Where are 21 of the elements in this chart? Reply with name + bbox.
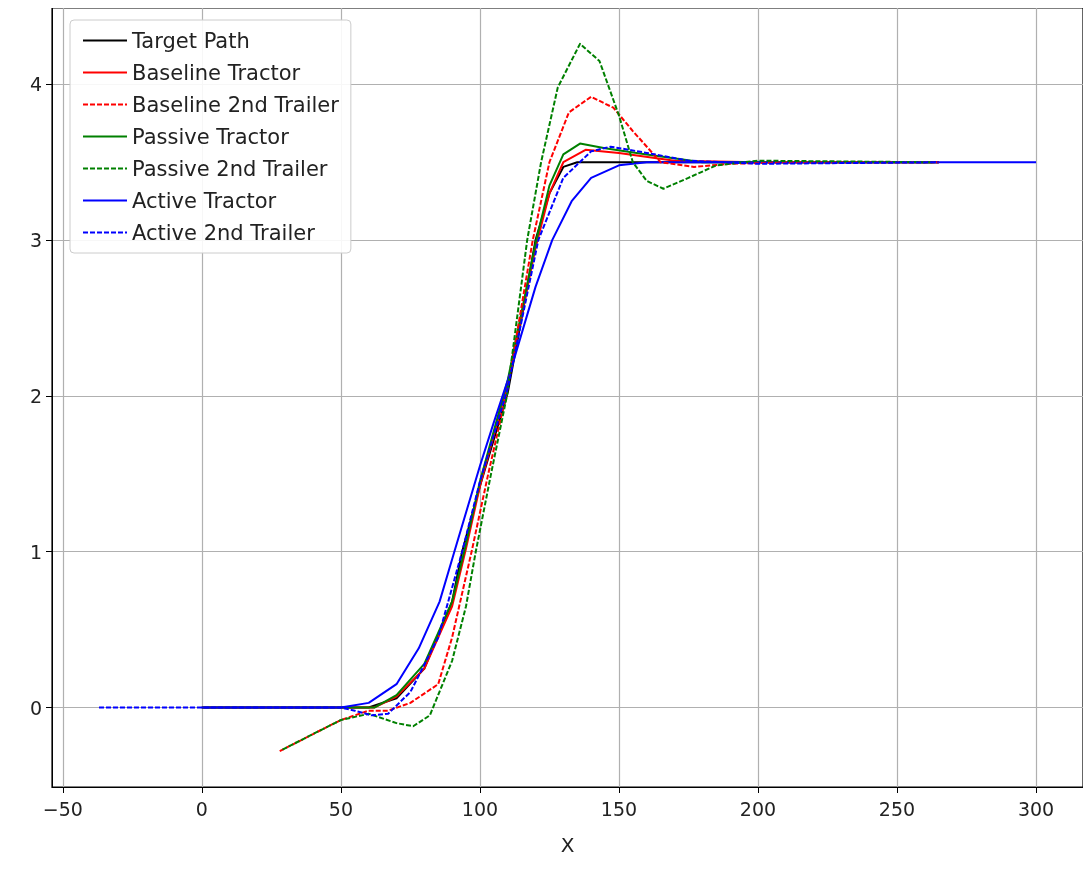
x-tick-label: 100 — [461, 797, 499, 820]
legend-label: Active 2nd Trailer — [132, 220, 316, 245]
legend-label: Baseline Tractor — [132, 60, 301, 85]
x-tick-label: 250 — [878, 797, 916, 820]
legend-label: Passive Tractor — [132, 124, 290, 149]
y-tick-label: 2 — [29, 384, 42, 407]
legend-label: Target Path — [131, 28, 250, 53]
y-tick-label: 4 — [29, 73, 42, 96]
x-tick-label: 300 — [1017, 797, 1055, 820]
x-tick-label: 150 — [600, 797, 638, 820]
legend-label: Baseline 2nd Trailer — [132, 92, 340, 117]
legend-label: Active Tractor — [132, 188, 277, 213]
x-tick-label: 200 — [739, 797, 777, 820]
x-axis-title: X — [560, 833, 575, 857]
y-tick-label: 0 — [29, 696, 42, 719]
y-tick-label: 3 — [29, 229, 42, 252]
y-tick-label: 1 — [29, 540, 42, 563]
x-tick-label: −50 — [42, 797, 83, 820]
x-tick-label: 50 — [328, 797, 353, 820]
legend-label: Passive 2nd Trailer — [132, 156, 328, 181]
x-tick-label: 0 — [195, 797, 208, 820]
